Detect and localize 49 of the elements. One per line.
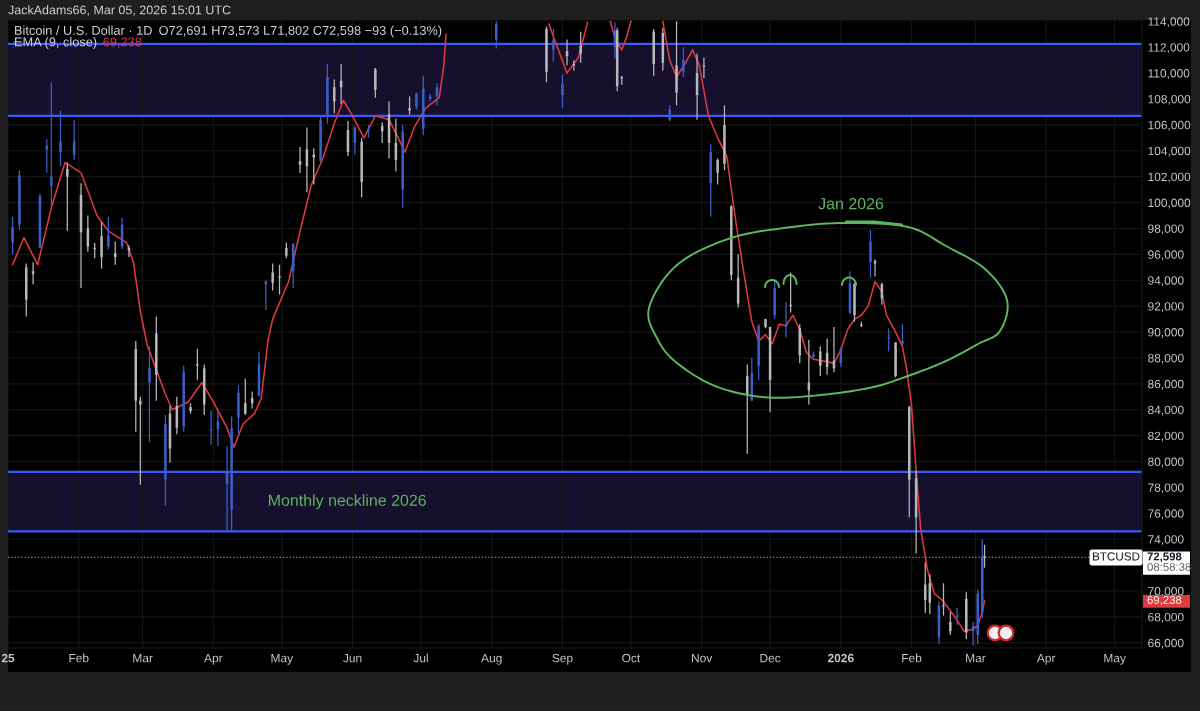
- ref-line-label: BTCUSD: [1092, 552, 1140, 561]
- y-tick-label: 114,000: [1148, 17, 1190, 28]
- y-tick-label: 102,000: [1148, 172, 1191, 183]
- y-tick-label: 98,000: [1148, 224, 1184, 235]
- x-tick-label: Apr: [1036, 653, 1056, 665]
- x-tick-label: Feb: [69, 653, 89, 663]
- y-tick-label: 94,000: [1148, 276, 1184, 287]
- y-tick-label: 80,000: [1148, 457, 1184, 468]
- y-tick-label: 92,000: [1148, 302, 1184, 313]
- chart-title: Bitcoin / U.S. Dollar · 1D: [15, 25, 152, 35]
- y-tick-label: 70,000: [1148, 587, 1184, 597]
- y-tick-label: 88,000: [1148, 353, 1184, 364]
- text: 69,238: [1147, 595, 1182, 606]
- y-tick-label: 86,000: [1148, 379, 1184, 390]
- x-tick-label: 25: [1, 653, 15, 663]
- text: 72,598: [1147, 552, 1182, 563]
- x-tick-label: Mar: [966, 653, 986, 663]
- y-tick-label: 74,000: [1148, 535, 1184, 546]
- y-tick-label: 90,000: [1148, 328, 1184, 338]
- x-tick-label: May: [1104, 653, 1126, 665]
- y-tick-label: 68,000: [1148, 612, 1184, 623]
- x-tick-label: Sep: [552, 653, 573, 665]
- y-tick-label: 110,000: [1148, 69, 1190, 79]
- y-tick-label: 82,000: [1148, 431, 1184, 442]
- text: JackAdams66, Mar 05, 2026 15:01 UTC: [8, 5, 231, 16]
- y-tick-label: 100,000: [1148, 198, 1191, 209]
- annotation: Jan 2026: [818, 197, 884, 210]
- x-tick-label: 2026: [827, 653, 854, 663]
- x-tick-label: Apr: [204, 653, 223, 665]
- x-tick-label: Mar: [133, 653, 153, 663]
- y-tick-label: 76,000: [1148, 509, 1184, 520]
- x-tick-label: Dec: [760, 653, 781, 663]
- x-tick-label: Nov: [691, 653, 713, 663]
- y-tick-label: 104,000: [1148, 146, 1191, 157]
- band-label: Monthly neckline 2026: [269, 494, 426, 510]
- y-tick-label: 66,000: [1148, 638, 1184, 649]
- x-tick-label: Aug: [481, 653, 502, 665]
- y-tick-label: 78,000: [1148, 483, 1184, 494]
- x-tick-label: Oct: [622, 653, 641, 663]
- x-tick-label: Feb: [902, 653, 922, 663]
- y-tick-label: 84,000: [1148, 405, 1184, 416]
- y-tick-label: 108,000: [1148, 94, 1191, 105]
- y-tick-label: 106,000: [1148, 120, 1191, 131]
- chart-subtitle: O72,691 H73,573 L71,802 C72,598 −93 (−0.13%): [159, 25, 442, 38]
- y-tick-label: 96,000: [1148, 250, 1184, 261]
- y-tick-label: 112,000: [1148, 43, 1190, 54]
- x-tick-label: Jun: [343, 653, 362, 663]
- x-tick-label: Jul: [413, 653, 428, 663]
- x-tick-label: May: [271, 653, 294, 665]
